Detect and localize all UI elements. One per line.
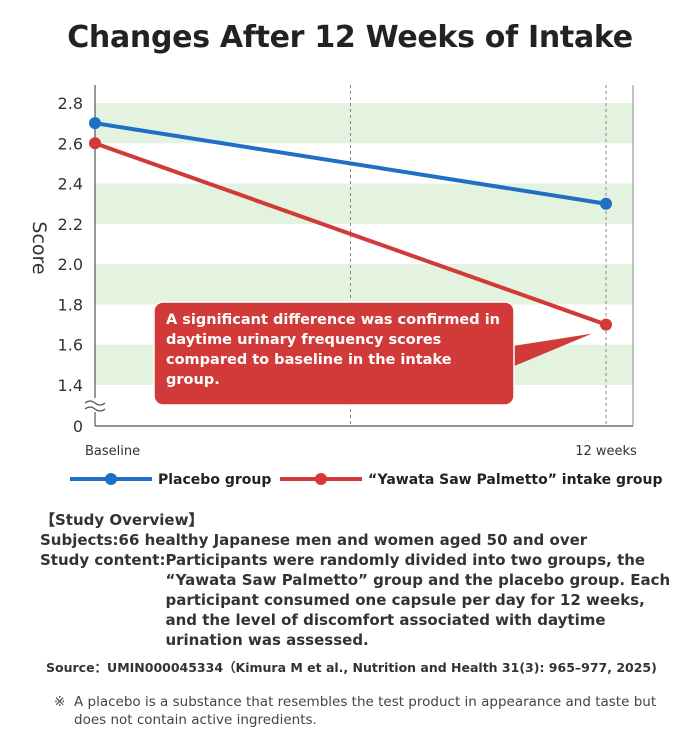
- annotation-callout: A significant difference was confirmed i…: [153, 301, 592, 406]
- annotation-box: [153, 301, 515, 406]
- x-tick-labels: Baseline 12 weeks: [85, 444, 637, 459]
- series-line: [94, 121, 607, 206]
- y-tick-label: 1.4: [58, 376, 83, 395]
- study-overview: 【Study Overview】 Subjects: 66 healthy Ja…: [40, 510, 680, 650]
- content-text: Participants were randomly divided into …: [165, 551, 671, 649]
- y-tick-label: 1.8: [58, 295, 83, 314]
- x-tick-label: Baseline: [85, 444, 140, 459]
- legend-label: “Yawata Saw Palmetto” intake group: [368, 472, 663, 488]
- series-line: [94, 141, 607, 327]
- score-band: [95, 264, 633, 305]
- data-point: [600, 318, 612, 331]
- placebo-note: ※ A placebo is a substance that resemble…: [54, 693, 674, 729]
- y-tick-label: 2.2: [58, 215, 83, 234]
- legend-label: Placebo group: [158, 472, 271, 488]
- y-tick-label: 2.8: [58, 94, 83, 113]
- legend-marker: [315, 473, 327, 485]
- y-axis-label: Score: [28, 221, 50, 274]
- axis-break-mark: [84, 400, 106, 406]
- axes: [84, 85, 634, 427]
- data-series: [89, 117, 612, 331]
- y-tick-label: 2.6: [58, 134, 83, 153]
- overview-heading: 【Study Overview】: [40, 511, 204, 529]
- legend-marker: [105, 473, 117, 485]
- source-citation: Source：UMIN000045334（Kimura M et al., Nu…: [46, 660, 657, 675]
- subjects-label: Subjects:: [40, 531, 119, 549]
- data-point: [89, 117, 101, 130]
- note-text: A placebo is a substance that resembles …: [74, 694, 657, 728]
- note-mark: ※: [54, 694, 66, 710]
- annotation-text: A significant difference was confirmed i…: [166, 312, 500, 388]
- annotation-pointer: [500, 333, 592, 372]
- y-tick-label: 2.4: [58, 175, 83, 194]
- subjects-text: 66 healthy Japanese men and women aged 5…: [118, 531, 588, 549]
- line-chart: 1.4 1.6 1.8 2.0 2.2 2.4 2.6 2.8 0 Score Baseline…: [28, 85, 663, 488]
- score-band: [95, 183, 633, 224]
- legend: Placebo group “Yawata Saw Palmetto” intak…: [70, 472, 663, 488]
- y-tick-label-zero: 0: [73, 417, 83, 436]
- data-point: [89, 137, 101, 150]
- y-tick-labels: 1.4 1.6 1.8 2.0 2.2 2.4 2.6 2.8 0: [58, 94, 83, 436]
- content-label: Study content:: [40, 551, 166, 569]
- data-point: [600, 197, 612, 210]
- axis-break-gap: [87, 400, 103, 410]
- chart-title: Changes After 12 Weeks of Intake: [67, 20, 633, 55]
- axis-break-mark: [84, 406, 106, 412]
- x-tick-label: 12 weeks: [575, 444, 637, 459]
- y-tick-label: 2.0: [58, 255, 83, 274]
- content-row: Study content: Participants were randoml…: [40, 550, 680, 650]
- subjects-row: Subjects: 66 healthy Japanese men and wo…: [40, 530, 680, 550]
- y-tick-label: 1.6: [58, 336, 83, 355]
